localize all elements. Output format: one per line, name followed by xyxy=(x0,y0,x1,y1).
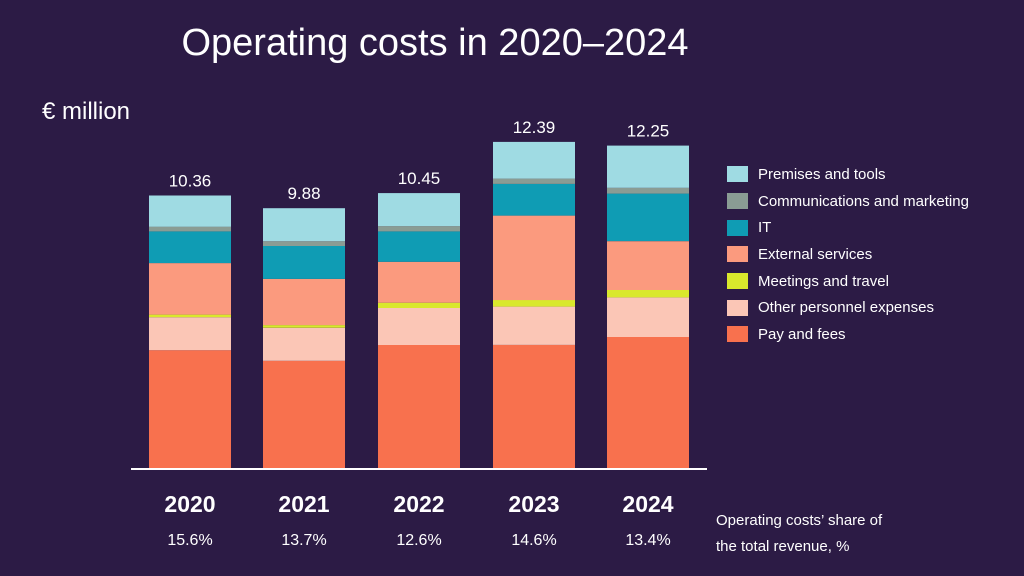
y-axis-unit-label: € million xyxy=(42,98,131,125)
bar-segment-pay-and-fees-2023 xyxy=(493,344,575,469)
x-tick-label-2022: 2022 xyxy=(393,491,444,517)
bar-segment-meetings-and-travel-2023 xyxy=(493,300,575,307)
share-note-line-1: Operating costs’ share of xyxy=(716,512,883,529)
bar-segment-it-2021 xyxy=(263,245,345,279)
bar-segment-meetings-and-travel-2022 xyxy=(378,302,460,308)
bar-segment-meetings-and-travel-2021 xyxy=(263,325,345,328)
legend-item-it: IT xyxy=(727,214,969,241)
chart-legend: Premises and tools Communications and mar… xyxy=(727,161,969,348)
bar-segment-external-services-2020 xyxy=(149,263,231,315)
bar-segment-premises-and-tools-2021 xyxy=(263,208,345,242)
bar-segment-other-personnel-expenses-2020 xyxy=(149,317,231,351)
legend-swatch xyxy=(727,246,748,263)
bar-segment-communications-and-marketing-2020 xyxy=(149,226,231,232)
bar-segment-it-2023 xyxy=(493,183,575,216)
bar-segment-meetings-and-travel-2024 xyxy=(607,290,689,298)
bar-segment-premises-and-tools-2022 xyxy=(378,193,460,227)
legend-swatch xyxy=(727,299,748,316)
x-tick-label-2020: 2020 xyxy=(164,491,215,517)
bar-segment-pay-and-fees-2022 xyxy=(378,344,460,469)
total-label-2020: 10.36 xyxy=(169,172,212,191)
bar-segment-meetings-and-travel-2020 xyxy=(149,314,231,318)
legend-item-other-personnel-expenses: Other personnel expenses xyxy=(727,294,969,321)
legend-swatch xyxy=(727,193,748,210)
bar-segment-premises-and-tools-2020 xyxy=(149,195,231,227)
total-label-2023: 12.39 xyxy=(513,118,556,137)
bar-segment-external-services-2022 xyxy=(378,261,460,303)
bar-segment-external-services-2024 xyxy=(607,241,689,290)
legend-swatch xyxy=(727,166,748,183)
x-tick-label-2024: 2024 xyxy=(622,491,673,517)
bar-segment-other-personnel-expenses-2023 xyxy=(493,306,575,345)
bar-segment-communications-and-marketing-2022 xyxy=(378,226,460,232)
legend-label: Premises and tools xyxy=(758,165,886,183)
legend-item-premises-and-tools: Premises and tools xyxy=(727,161,969,188)
bar-segment-external-services-2021 xyxy=(263,278,345,326)
share-note-line-2: the total revenue, % xyxy=(716,538,850,555)
bar-segment-other-personnel-expenses-2024 xyxy=(607,297,689,337)
legend-item-external-services: External services xyxy=(727,241,969,268)
bar-segment-premises-and-tools-2024 xyxy=(607,145,689,188)
legend-label: Communications and marketing xyxy=(758,192,969,210)
share-label-2020: 15.6% xyxy=(167,532,212,549)
bar-segment-external-services-2023 xyxy=(493,215,575,301)
x-tick-label-2023: 2023 xyxy=(508,491,559,517)
legend-label: Meetings and travel xyxy=(758,272,889,290)
bar-segment-premises-and-tools-2023 xyxy=(493,141,575,179)
bar-segment-other-personnel-expenses-2021 xyxy=(263,327,345,361)
bar-segment-it-2022 xyxy=(378,231,460,262)
legend-label: Pay and fees xyxy=(758,325,846,343)
x-tick-label-2021: 2021 xyxy=(278,491,329,517)
legend-item-meetings-and-travel: Meetings and travel xyxy=(727,268,969,295)
bar-segment-communications-and-marketing-2021 xyxy=(263,241,345,246)
total-label-2022: 10.45 xyxy=(398,169,441,188)
legend-swatch xyxy=(727,273,748,290)
bar-segment-it-2020 xyxy=(149,231,231,264)
bar-segment-communications-and-marketing-2023 xyxy=(493,178,575,184)
bar-segment-pay-and-fees-2020 xyxy=(149,350,231,469)
bar-segment-pay-and-fees-2021 xyxy=(263,360,345,469)
share-label-2024: 13.4% xyxy=(625,532,670,549)
legend-label: External services xyxy=(758,245,873,263)
legend-item-pay-and-fees: Pay and fees xyxy=(727,321,969,348)
legend-swatch xyxy=(727,219,748,236)
share-label-2021: 13.7% xyxy=(281,532,326,549)
bar-segment-other-personnel-expenses-2022 xyxy=(378,308,460,345)
legend-swatch xyxy=(727,326,748,343)
bar-segment-pay-and-fees-2024 xyxy=(607,337,689,469)
legend-label: Other personnel expenses xyxy=(758,299,934,317)
bar-segment-communications-and-marketing-2024 xyxy=(607,187,689,194)
share-label-2023: 14.6% xyxy=(511,532,556,549)
share-of-revenue-note: Operating costs’ share of the total reve… xyxy=(716,508,882,560)
total-label-2021: 9.88 xyxy=(287,184,320,203)
legend-item-communications-and-marketing: Communications and marketing xyxy=(727,188,969,215)
chart-title: Operating costs in 2020–2024 xyxy=(181,22,689,64)
bar-segment-it-2024 xyxy=(607,193,689,242)
share-label-2022: 12.6% xyxy=(396,532,441,549)
total-label-2024: 12.25 xyxy=(627,122,670,141)
legend-label: IT xyxy=(758,219,772,237)
